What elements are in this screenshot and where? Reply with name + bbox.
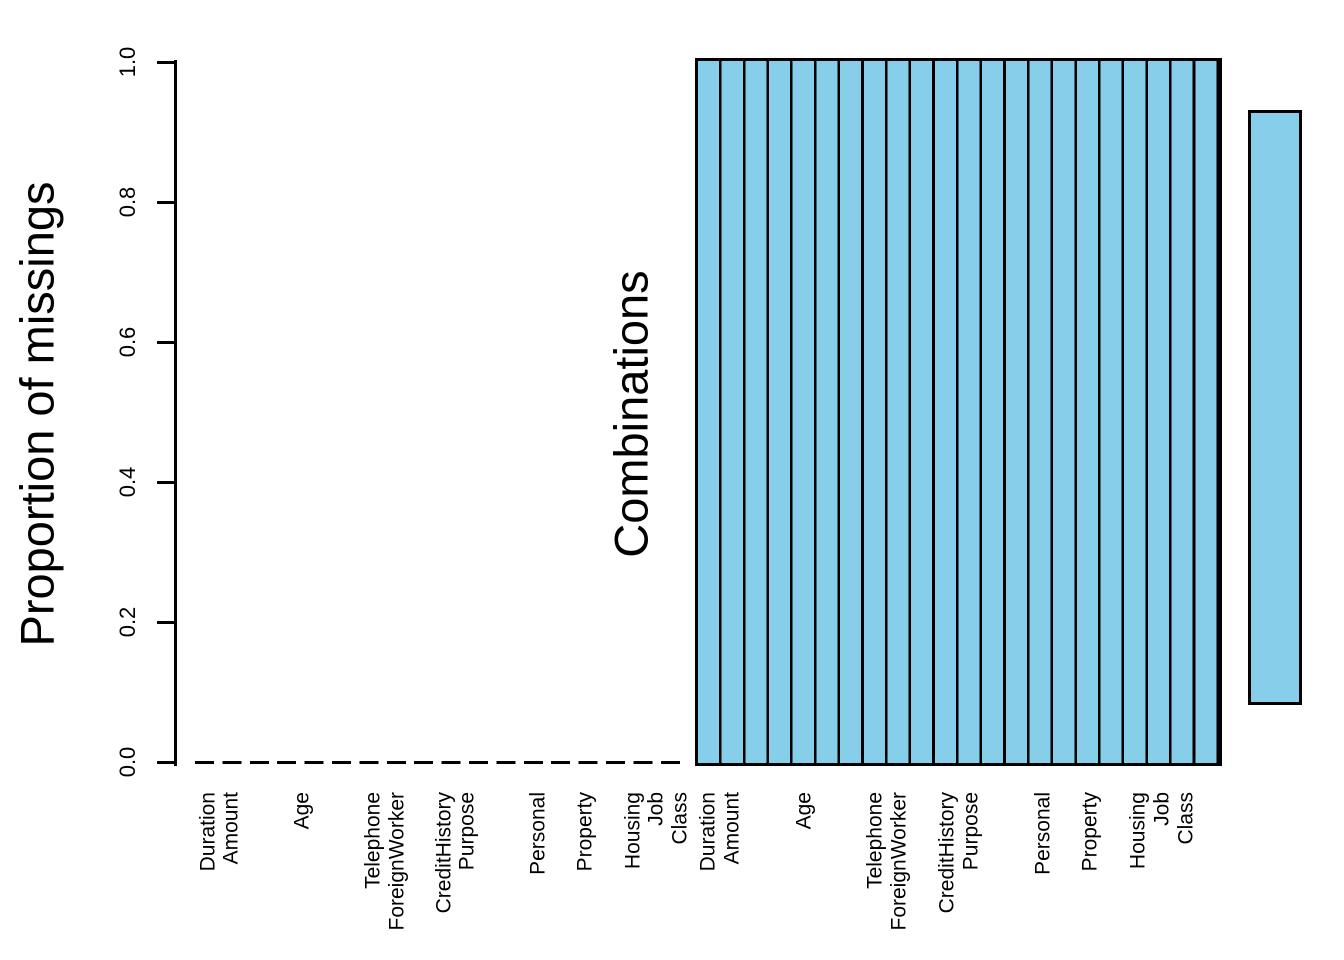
combinations-grid — [695, 58, 1222, 766]
y-axis-tick-label: 0.8 — [115, 186, 140, 218]
x-axis-label: Job — [1150, 792, 1174, 826]
x-axis-label: Purpose — [959, 792, 983, 871]
y-axis-tick — [157, 201, 174, 204]
x-axis-label: ForeignWorker — [385, 792, 409, 931]
y-axis-tick-label: 1.0 — [115, 46, 140, 78]
x-axis-label: Housing — [1126, 792, 1150, 870]
x-axis-label: Age — [290, 792, 314, 830]
x-axis-label: Personal — [526, 792, 550, 875]
y-axis-tick — [157, 341, 174, 344]
x-axis-label: ForeignWorker — [887, 792, 911, 931]
x-axis-label: Property — [1078, 792, 1102, 872]
y-axis-tick — [157, 621, 174, 624]
x-axis-label: Duration — [696, 792, 720, 872]
x-axis-label: Personal — [1031, 792, 1055, 875]
x-axis-label: CreditHistory — [935, 792, 959, 914]
x-axis-label: Amount — [720, 792, 744, 865]
x-axis-label: Job — [644, 792, 668, 826]
y-axis-tick-label: 0.2 — [115, 606, 140, 638]
y-axis-tick-label: 0.4 — [115, 466, 140, 498]
y-axis-tick-label: 0.0 — [115, 746, 140, 778]
combination-frequency-bar — [1248, 110, 1302, 705]
x-axis-label: Telephone — [361, 792, 385, 889]
y-axis-line — [174, 60, 177, 766]
y-axis-tick-label: 0.6 — [115, 326, 140, 358]
x-axis-label: Age — [792, 792, 816, 830]
combinations-title: Combinations — [604, 270, 658, 558]
x-axis-label: Class — [668, 792, 692, 845]
x-axis-label: Amount — [219, 792, 243, 865]
zero-proportion-bars — [195, 761, 684, 764]
y-axis-tick — [157, 481, 174, 484]
x-axis-label: Class — [1174, 792, 1198, 845]
y-axis-tick — [157, 761, 174, 764]
y-axis-title: Proportion of missings — [10, 181, 64, 647]
x-axis-label: Property — [573, 792, 597, 872]
x-axis-label: Telephone — [863, 792, 887, 889]
x-axis-label: Duration — [196, 792, 220, 872]
x-axis-label: Housing — [621, 792, 645, 870]
x-axis-label: CreditHistory — [432, 792, 456, 914]
x-axis-label: Purpose — [455, 792, 479, 871]
y-axis-tick — [157, 61, 174, 64]
